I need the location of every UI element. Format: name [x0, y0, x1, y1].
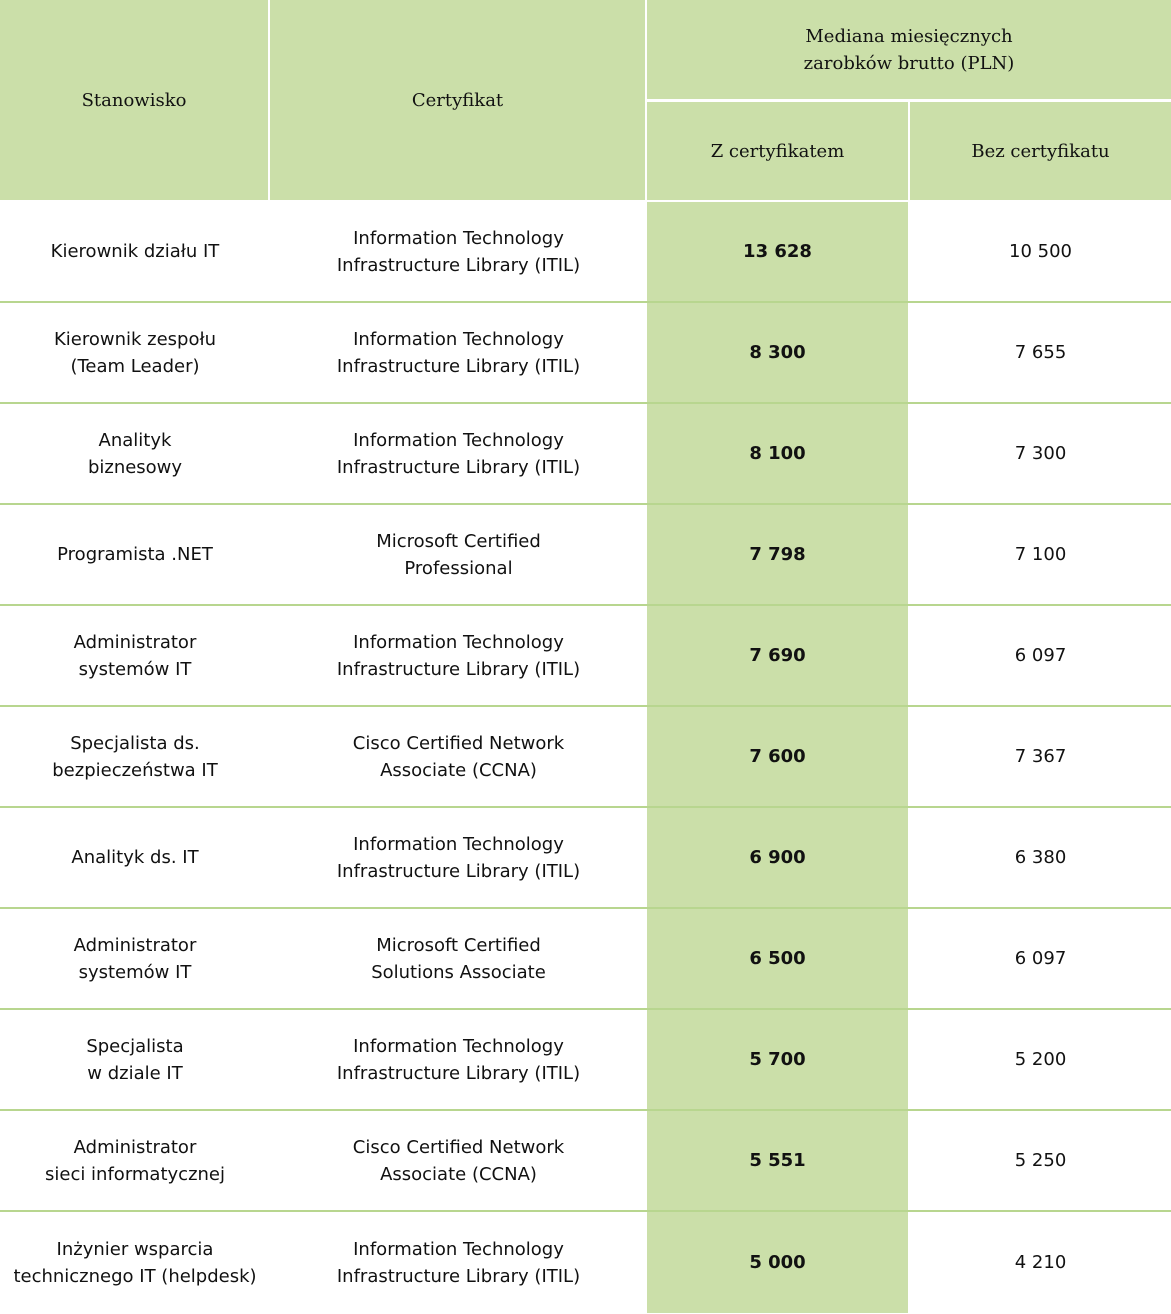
- table-row: Analityk biznesowy Information Technology…: [0, 404, 1171, 505]
- without-certificate-cell: 7 367: [1014, 746, 1067, 767]
- table-row: Administrator sieci informatycznej Cisco …: [0, 1111, 1171, 1212]
- table-row: Specjalista ds. bezpieczeństwa IT Cisco C…: [0, 707, 1171, 808]
- with-certificate-cell: 8 300: [647, 303, 908, 402]
- with-certificate-cell: 7 798: [647, 505, 908, 604]
- table-row: Administrator systemów IT Microsoft Certi…: [0, 909, 1171, 1010]
- without-certificate-cell: 7 655: [1014, 342, 1067, 363]
- without-certificate-cell: 10 500: [1009, 241, 1072, 262]
- position-cell: Inżynier wsparcia technicznego IT (helpd…: [13, 1238, 257, 1287]
- header-position: Stanowisko: [0, 0, 268, 200]
- table-body: Kierownik działu IT Information Technolog…: [0, 202, 1171, 1313]
- position-cell: Specjalista ds. bezpieczeństwa IT: [52, 732, 218, 781]
- without-certificate-cell: 4 210: [1014, 1252, 1067, 1273]
- certificate-cell: Information Technology Infrastructure Li…: [336, 429, 581, 478]
- certificate-cell: Microsoft Certified Professional: [376, 530, 541, 579]
- without-certificate-cell: 7 100: [1014, 544, 1067, 565]
- without-certificate-cell: 5 250: [1014, 1150, 1067, 1171]
- with-certificate-cell: 5 551: [647, 1111, 908, 1210]
- certificate-cell: Information Technology Infrastructure Li…: [336, 631, 581, 680]
- position-cell: Programista .NET: [57, 544, 213, 565]
- with-certificate-cell: 8 100: [647, 404, 908, 503]
- table-row: Kierownik zespołu (Team Leader) Informati…: [0, 303, 1171, 404]
- position-cell: Specjalista w dziale IT: [86, 1035, 184, 1084]
- table-row: Inżynier wsparcia technicznego IT (helpd…: [0, 1212, 1171, 1313]
- table-row: Analityk ds. IT Information Technology In…: [0, 808, 1171, 909]
- certificate-cell: Information Technology Infrastructure Li…: [336, 328, 581, 377]
- certificate-cell: Information Technology Infrastructure Li…: [336, 833, 581, 882]
- table-row: Specjalista w dziale IT Information Techn…: [0, 1010, 1171, 1111]
- table-row: Kierownik działu IT Information Technolog…: [0, 202, 1171, 303]
- header-with-certificate: Z certyfikatem: [647, 102, 908, 200]
- with-certificate-cell: 13 628: [647, 202, 908, 301]
- position-cell: Analityk biznesowy: [87, 429, 183, 478]
- certificate-cell: Cisco Certified Network Associate (CCNA): [352, 732, 565, 781]
- position-cell: Kierownik zespołu (Team Leader): [53, 328, 217, 377]
- position-cell: Administrator sieci informatycznej: [44, 1136, 226, 1185]
- without-certificate-cell: 7 300: [1014, 443, 1067, 464]
- header-without-certificate: Bez certyfikatu: [910, 102, 1171, 200]
- certificate-cell: Information Technology Infrastructure Li…: [336, 1238, 581, 1287]
- certificate-cell: Microsoft Certified Solutions Associate: [371, 934, 546, 983]
- with-certificate-cell: 6 500: [647, 909, 908, 1008]
- header-salary-group: Mediana miesięcznych zarobków brutto (PL…: [647, 0, 1171, 99]
- certificate-cell: Information Technology Infrastructure Li…: [336, 1035, 581, 1084]
- without-certificate-cell: 6 097: [1014, 948, 1067, 969]
- without-certificate-cell: 6 380: [1014, 847, 1067, 868]
- table-row: Administrator systemów IT Information Tec…: [0, 606, 1171, 707]
- with-certificate-cell: 7 690: [647, 606, 908, 705]
- table-header: Stanowisko Certyfikat Mediana miesięczny…: [0, 0, 1171, 202]
- with-certificate-cell: 5 000: [647, 1212, 908, 1313]
- header-certificate: Certyfikat: [270, 0, 645, 200]
- with-certificate-cell: 7 600: [647, 707, 908, 806]
- table-row: Programista .NET Microsoft Certified Prof…: [0, 505, 1171, 606]
- position-cell: Kierownik działu IT: [50, 241, 220, 262]
- without-certificate-cell: 5 200: [1014, 1049, 1067, 1070]
- certificate-cell: Information Technology Infrastructure Li…: [336, 227, 581, 276]
- position-cell: Administrator systemów IT: [73, 934, 197, 983]
- position-cell: Analityk ds. IT: [71, 847, 199, 868]
- with-certificate-cell: 5 700: [647, 1010, 908, 1109]
- without-certificate-cell: 6 097: [1014, 645, 1067, 666]
- position-cell: Administrator systemów IT: [73, 631, 197, 680]
- with-certificate-cell: 6 900: [647, 808, 908, 907]
- certificate-cell: Cisco Certified Network Associate (CCNA): [352, 1136, 565, 1185]
